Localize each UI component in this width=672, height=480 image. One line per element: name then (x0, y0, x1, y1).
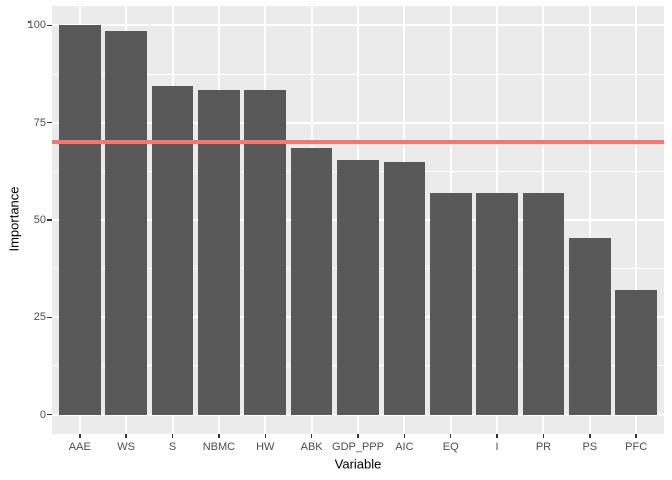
x-tick-label: S (168, 441, 177, 453)
x-tick-label: PR (535, 441, 552, 453)
gridline-major-x (588, 6, 591, 434)
bar (105, 31, 148, 415)
x-axis-tick (218, 434, 220, 438)
y-tick-label: 75 (33, 116, 46, 129)
y-axis-tick (47, 413, 52, 416)
bar (522, 192, 565, 415)
x-tick-label: PFC (625, 441, 648, 453)
y-axis-tick (47, 121, 52, 124)
gridline-major-x (635, 6, 638, 434)
x-tick-label: WS (117, 441, 136, 453)
y-axis-tick (47, 24, 52, 27)
bar (290, 148, 333, 415)
x-axis-title: Variable (334, 456, 382, 472)
y-tick-label: 50 (33, 214, 46, 226)
x-tick-label: GDP_PPP (332, 441, 384, 453)
x-axis-tick (79, 434, 81, 438)
x-tick-label: HW (256, 441, 275, 453)
y-tick-label: 100 (27, 19, 46, 32)
y-tick-label: 0 (39, 408, 46, 421)
x-tick-label: PS (582, 441, 598, 453)
y-tick-label: 25 (33, 311, 46, 324)
x-axis-tick (496, 434, 498, 438)
x-axis-tick (449, 434, 452, 438)
bar (476, 192, 518, 415)
red-artifact-dot (28, 21, 30, 23)
x-tick-label: NBMC (202, 441, 236, 453)
y-axis-tick (47, 316, 52, 319)
y-axis-tick (47, 219, 52, 221)
x-axis-tick (264, 434, 267, 438)
x-tick-label: AIC (395, 441, 414, 453)
x-axis-tick (357, 434, 359, 438)
x-axis-tick (310, 434, 313, 438)
bar (615, 290, 658, 415)
x-tick-label: EQ (442, 441, 459, 453)
x-tick-label: AAE (68, 441, 91, 453)
bar (198, 89, 240, 415)
x-tick-label: I (495, 441, 499, 453)
reference-line (52, 140, 664, 145)
plot-panel (52, 6, 664, 434)
x-axis-tick (589, 434, 591, 438)
bar (429, 192, 472, 415)
bar (337, 159, 379, 415)
bar (151, 85, 194, 415)
x-axis-tick (125, 434, 127, 438)
x-axis-tick (403, 434, 406, 438)
bar (244, 89, 287, 415)
bar (568, 237, 611, 415)
x-axis-tick (542, 434, 545, 438)
bar (383, 161, 426, 415)
x-axis-tick (171, 434, 174, 438)
x-axis-tick (635, 434, 637, 438)
bar (58, 25, 101, 415)
x-tick-label: ABK (300, 441, 323, 453)
